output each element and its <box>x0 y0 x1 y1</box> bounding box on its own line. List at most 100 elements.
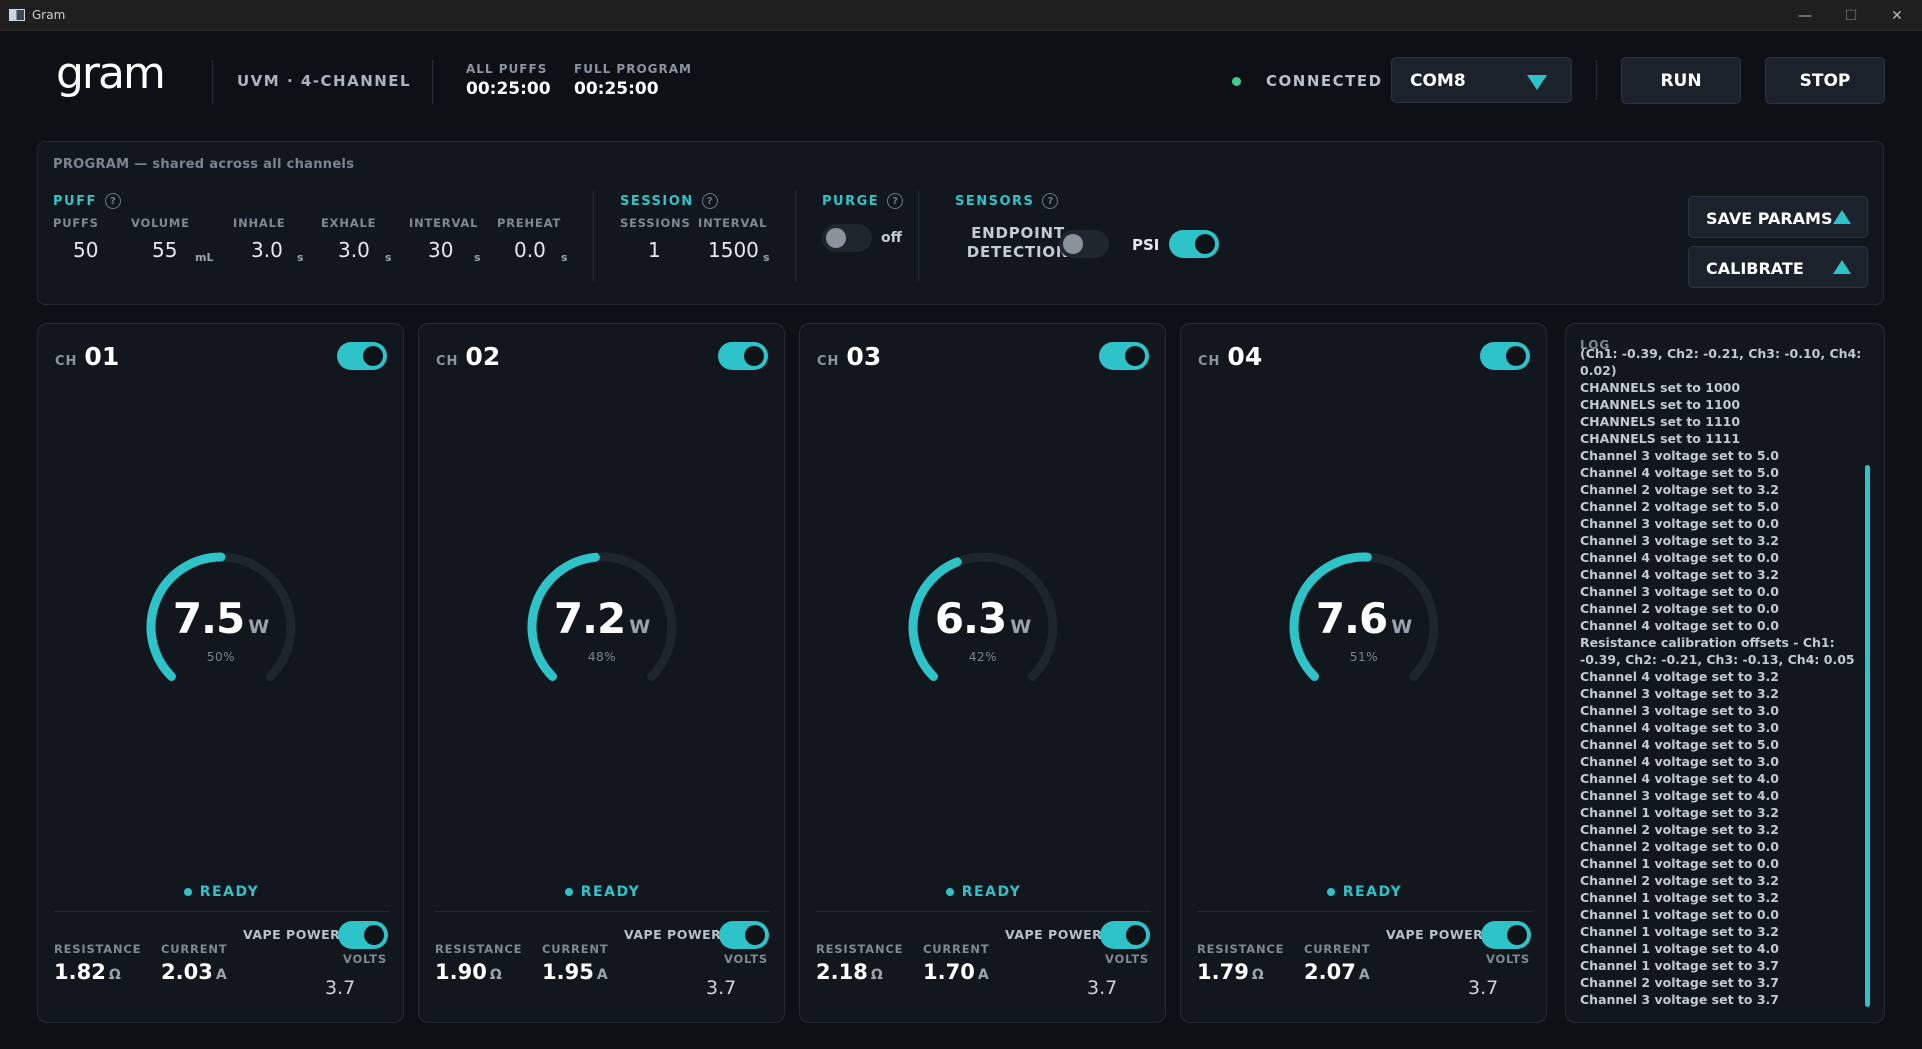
channel-status: READY <box>419 884 786 900</box>
run-button[interactable]: RUN <box>1621 57 1741 104</box>
session-interval-label: INTERVAL <box>698 216 768 230</box>
help-icon[interactable]: ? <box>104 193 121 209</box>
stop-button[interactable]: STOP <box>1765 57 1885 104</box>
resistance-value: 1.90 <box>435 960 487 984</box>
log-entry: Channel 4 voltage set to 5.0 <box>1580 465 1779 480</box>
volts-input[interactable]: 3.7 <box>325 977 356 999</box>
chevron-up-icon <box>1833 260 1851 274</box>
log-scrollbar[interactable] <box>1865 465 1870 1007</box>
log-entry: Channel 3 voltage set to 3.7 <box>1580 992 1779 1007</box>
volts-input[interactable]: 3.7 <box>1468 977 1499 999</box>
port-select[interactable]: COM8 <box>1391 57 1572 103</box>
power-value: 7.5 <box>172 594 245 643</box>
maximize-button[interactable]: ☐ <box>1844 7 1858 24</box>
log-entry: Channel 4 voltage set to 3.2 <box>1580 567 1779 582</box>
volume-input[interactable]: 55 <box>152 238 178 262</box>
log-entry: Channel 3 voltage set to 5.0 <box>1580 448 1779 463</box>
vape-power-toggle[interactable] <box>719 921 769 949</box>
channel-card: CH 04 7.6 W 51% READY RESISTANCE 1.79 Ω CU <box>1180 323 1547 1023</box>
inhale-input[interactable]: 3.0 <box>251 238 283 262</box>
volume-label: VOLUME <box>131 216 190 230</box>
minimize-button[interactable]: — <box>1798 7 1812 24</box>
exhale-unit: s <box>385 251 392 264</box>
channel-status: READY <box>38 884 405 900</box>
volts-input[interactable]: 3.7 <box>1087 977 1118 999</box>
preheat-input[interactable]: 0.0 <box>514 238 546 262</box>
channel-title: CH 01 <box>55 342 119 371</box>
log-entry: CHANNELS set to 1000 <box>1580 380 1741 395</box>
resistance-label: RESISTANCE <box>435 942 523 956</box>
exhale-input[interactable]: 3.0 <box>338 238 370 262</box>
program-title: PROGRAM — shared across all channels <box>53 157 355 172</box>
log-entry: CHANNELS set to 1110 <box>1580 414 1741 429</box>
current-readout: 1.95 A <box>542 960 608 984</box>
log-entry: Channel 4 voltage set to 4.0 <box>1580 771 1779 786</box>
header-divider <box>1596 60 1597 100</box>
channel-prefix: CH <box>55 354 78 369</box>
log-entry: Channel 4 voltage set to 0.0 <box>1580 550 1779 565</box>
resistance-value: 2.18 <box>816 960 868 984</box>
vape-power-toggle[interactable] <box>1100 921 1150 949</box>
log-entry: Channel 3 voltage set to 4.0 <box>1580 788 1779 803</box>
puff-title: PUFF <box>53 193 97 209</box>
session-interval-unit: s <box>763 251 770 264</box>
close-window-button[interactable]: ✕ <box>1891 7 1903 24</box>
vape-power-label: VAPE POWER <box>624 927 722 942</box>
help-icon[interactable]: ? <box>887 193 904 209</box>
purge-title: PURGE <box>822 193 880 209</box>
log-entry: CHANNELS set to 1111 <box>1580 431 1741 446</box>
log-entry: Channel 1 voltage set to 3.7 <box>1580 958 1779 973</box>
psi-toggle[interactable] <box>1169 230 1219 258</box>
connection-status-dot <box>1232 77 1241 86</box>
calibrate-button[interactable]: CALIBRATE <box>1688 246 1868 288</box>
log-entry: Channel 2 voltage set to 3.2 <box>1580 482 1779 497</box>
log-entry: Channel 2 voltage set to 0.0 <box>1580 839 1779 854</box>
port-select-value: COM8 <box>1410 71 1466 91</box>
vape-power-toggle[interactable] <box>338 921 388 949</box>
channel-enable-toggle[interactable] <box>337 342 387 370</box>
log-entry: Channel 1 voltage set to 0.0 <box>1580 856 1779 871</box>
save-params-button[interactable]: SAVE PARAMS <box>1688 196 1868 238</box>
channel-enable-toggle[interactable] <box>1099 342 1149 370</box>
gauge-readout: 6.3 W 42% <box>898 542 1068 712</box>
log-entry: Resistance calibration offsets - Ch1: -0… <box>1580 635 1855 667</box>
log-entry: Channel 1 voltage set to 0.0 <box>1580 907 1779 922</box>
resistance-unit: Ω <box>108 967 121 983</box>
power-gauge: 7.5 W 50% <box>136 542 306 712</box>
power-gauge-ring <box>146 552 296 681</box>
channel-enable-toggle[interactable] <box>1480 342 1530 370</box>
resistance-readout: 1.90 Ω <box>435 960 502 984</box>
channel-enable-toggle[interactable] <box>718 342 768 370</box>
help-icon[interactable]: ? <box>701 193 718 209</box>
current-label: CURRENT <box>923 942 990 956</box>
resistance-value: 1.79 <box>1197 960 1249 984</box>
power-gauge-ring <box>908 552 1058 681</box>
window-titlebar: Gram <box>0 0 1922 31</box>
resistance-label: RESISTANCE <box>1197 942 1285 956</box>
vape-power-toggle[interactable] <box>1481 921 1531 949</box>
session-interval-input[interactable]: 1500 <box>708 238 759 262</box>
sessions-input[interactable]: 1 <box>648 238 661 262</box>
vape-power-label: VAPE POWER <box>1386 927 1484 942</box>
status-text: READY <box>199 884 260 900</box>
current-value: 2.07 <box>1304 960 1356 984</box>
program-panel: PROGRAM — shared across all channels PUF… <box>37 141 1884 305</box>
channel-title: CH 03 <box>817 342 881 371</box>
log-list[interactable]: (Ch1: -0.39, Ch2: -0.21, Ch3: -0.10, Ch4… <box>1580 345 1870 1011</box>
section-divider <box>795 190 796 282</box>
puff-interval-input[interactable]: 30 <box>428 238 454 262</box>
current-label: CURRENT <box>542 942 609 956</box>
help-icon[interactable]: ? <box>1042 193 1059 209</box>
vape-power-label: VAPE POWER <box>243 927 341 942</box>
calibrate-label: CALIBRATE <box>1706 259 1804 278</box>
psi-label: PSI <box>1132 236 1160 254</box>
log-entry: Channel 1 voltage set to 3.2 <box>1580 924 1779 939</box>
log-entry: Channel 4 voltage set to 3.7 <box>1580 1008 1870 1011</box>
puffs-label: PUFFS <box>53 216 99 230</box>
puffs-input[interactable]: 50 <box>73 238 99 262</box>
all-puffs-label: ALL PUFFS <box>466 62 548 76</box>
volts-input[interactable]: 3.7 <box>706 977 737 999</box>
logo-text: gram <box>56 48 164 99</box>
purge-toggle[interactable] <box>822 224 872 252</box>
endpoint-detection-toggle[interactable] <box>1059 230 1109 258</box>
